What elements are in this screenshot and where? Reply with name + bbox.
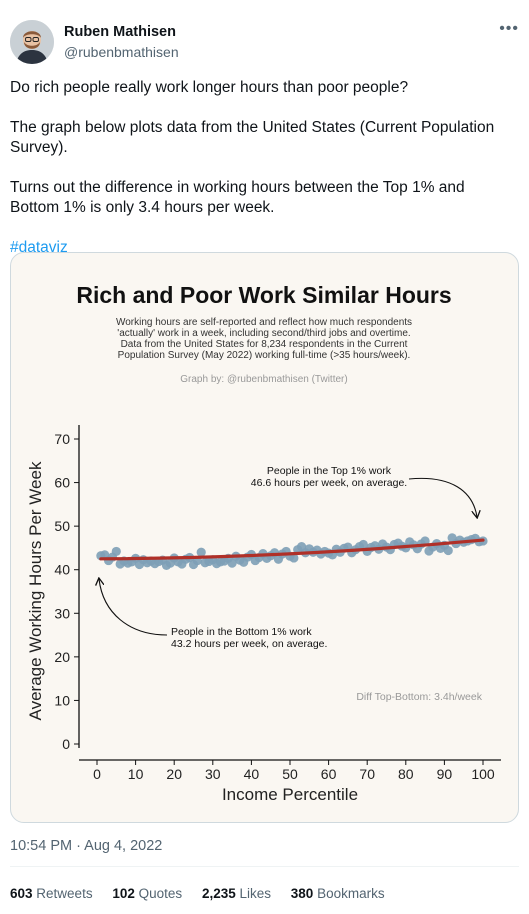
tweet-paragraph: The graph below plots data from the Unit… [10,119,495,156]
bottom-arrow [99,579,168,636]
x-tick-label: 50 [282,766,298,782]
x-axis-label: Income Percentile [222,785,358,804]
chart-trend [99,538,485,561]
chart-subtitle-line: Data from the United States for 8,234 re… [121,339,408,350]
top-annotation: People in the Top 1% work [267,465,392,477]
chart-subtitle-line: Population Survey (May 2022) working ful… [118,350,411,361]
divider [10,866,519,867]
tweet-media-chart[interactable]: Rich and Poor Work Similar Hours Working… [10,252,519,823]
data-point [443,545,453,556]
tweet-text: Do rich people really work longer hours … [10,78,515,278]
tweet-timestamp[interactable]: 10:54 PM · Aug 4, 2022 [10,838,163,854]
y-tick-label: 70 [54,431,70,447]
x-tick-label: 10 [128,766,144,782]
data-point [420,536,430,546]
chart-axes: 0 10 20 30 40 50 60 70 0 10 20 30 40 50 60 70 80 90 100 Inc… [26,425,501,804]
x-tick-label: 0 [93,766,101,782]
trend-line [99,538,485,561]
chart-points [96,533,488,570]
bookmarks-stat[interactable]: 380 Bookmarks [290,886,385,901]
data-point [111,546,121,557]
x-tick-label: 30 [205,766,221,782]
data-point [227,558,237,568]
x-tick-label: 80 [398,766,414,782]
top-annotation: 46.6 hours per week, on average. [251,477,407,489]
y-tick-label: 60 [54,475,70,491]
y-tick-label: 50 [54,518,70,534]
chart-credit: Graph by: @rubenbmathisen (Twitter) [180,374,347,385]
x-tick-label: 70 [359,766,375,782]
quotes-stat[interactable]: 102 Quotes [112,886,183,901]
y-tick-label: 30 [54,605,70,621]
y-tick-label: 40 [54,562,70,578]
hashtag-link[interactable]: #dataviz [10,239,68,256]
tweet-header: Ruben Mathisen @rubenbmathisen ••• [10,18,519,66]
y-tick-label: 20 [54,649,70,665]
x-tick-label: 60 [321,766,337,782]
likes-stat[interactable]: 2,235 Likes [201,886,272,901]
data-point [196,547,206,557]
tweet-paragraph: Do rich people really work longer hours … [10,79,409,96]
x-tick-label: 20 [166,766,182,782]
more-options-icon[interactable]: ••• [499,20,519,37]
y-tick-label: 0 [62,736,70,752]
retweets-stat[interactable]: 603 Retweets [10,886,93,901]
author-handle[interactable]: @rubenbmathisen [64,44,179,60]
y-tick-label: 10 [54,692,70,708]
chart-subtitle-line: 'actually' work in a week, including sec… [117,328,410,339]
tweet-paragraph: Turns out the difference in working hour… [10,179,465,216]
x-tick-label: 40 [244,766,260,782]
author-name[interactable]: Ruben Mathisen [64,24,176,40]
data-point [289,553,299,563]
top-arrow [408,477,477,517]
bottom-annotation: 43.2 hours per week, on average. [171,638,327,650]
y-axis-label: Average Working Hours Per Week [26,461,45,720]
chart-title: Rich and Poor Work Similar Hours [76,282,451,308]
bottom-annotation: People in the Bottom 1% work [171,626,312,638]
chart-subtitle-line: Working hours are self-reported and refl… [116,317,412,328]
diff-annotation: Diff Top-Bottom: 3.4h/week [356,691,482,703]
chart-svg: Rich and Poor Work Similar Hours Working… [26,282,501,804]
x-tick-label: 100 [471,766,495,782]
data-point [358,539,368,550]
engagement-stats: 603 Retweets 102 Quotes 2,235 Likes 380 … [10,886,401,901]
chart-subtitle: Working hours are self-reported and refl… [116,317,412,361]
avatar[interactable] [10,20,54,64]
x-tick-label: 90 [437,766,453,782]
